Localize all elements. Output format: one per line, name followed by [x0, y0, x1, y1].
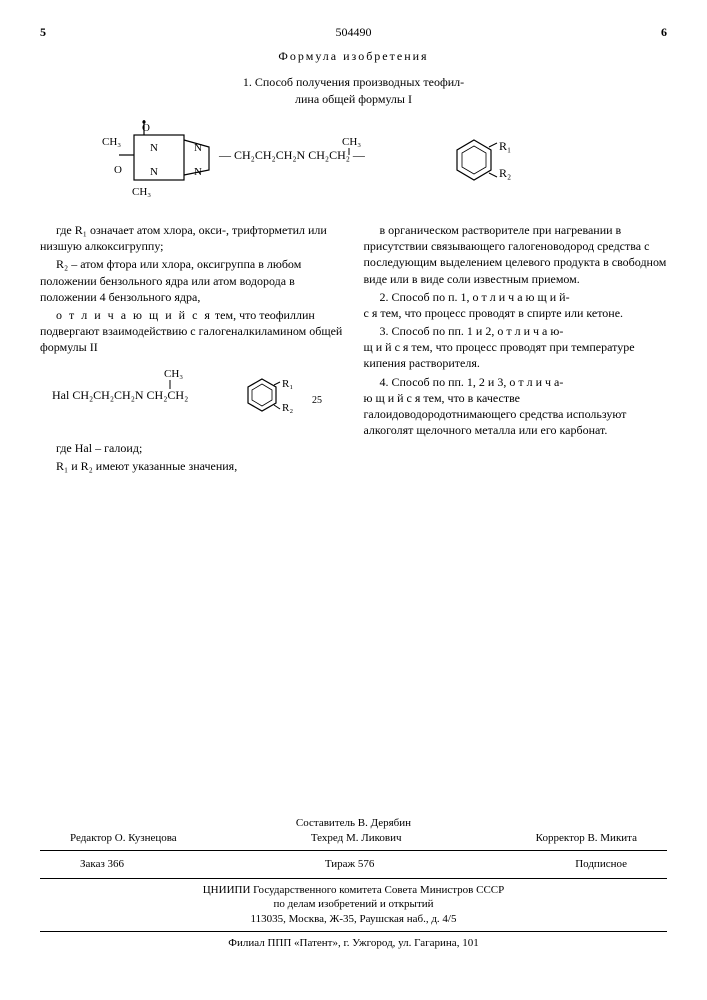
- org-line-2: по делам изобретений и открытий: [40, 897, 667, 912]
- editor: Редактор О. Кузнецова: [70, 831, 177, 846]
- where-r1: где R₁ означает атом хлора, окси-, трифт…: [40, 222, 344, 254]
- svg-text:CH₃: CH₃: [164, 368, 183, 380]
- header-row: 5 504490 6: [40, 24, 667, 40]
- order-number: Заказ 366: [80, 857, 124, 872]
- claim4: 4. Способ по пп. 1, 2 и 3, о т л и ч а-ю…: [364, 374, 668, 439]
- svg-text:— CH₂CH₂CH₂N CH₂CH₂ —: — CH₂CH₂CH₂N CH₂CH₂ —: [218, 148, 366, 162]
- corrector: Корректор В. Микита: [536, 831, 637, 846]
- svg-text:N: N: [150, 142, 158, 154]
- page-number-right: 6: [637, 24, 667, 40]
- two-column-body: где R₁ означает атом хлора, окси-, трифт…: [40, 222, 667, 476]
- claim1-lead: 1. Способ получения производных теофил-л…: [40, 74, 667, 106]
- where-r2: R₂ – атом фтора или хлора, оксигруппа в …: [40, 256, 344, 305]
- svg-text:O: O: [114, 164, 122, 176]
- svg-text:N: N: [150, 166, 158, 178]
- tirazh: Тираж 576: [325, 857, 375, 872]
- svg-text:R₂: R₂: [282, 402, 293, 414]
- left-column: где R₁ означает атом хлора, окси-, трифт…: [40, 222, 344, 476]
- chemical-formula-2: CH₃ Hal CH₂CH₂CH₂N CH₂CH₂ R₁ R₂ 25: [52, 365, 344, 429]
- distinguishing-clause: о т л и ч а ю щ и й с я тем, что теофилл…: [40, 307, 344, 356]
- line-marker-25: 25: [312, 395, 322, 406]
- claim2: 2. Способ по п. 1, о т л и ч а ю щ и й-с…: [364, 289, 668, 321]
- podpisnoe: Подписное: [575, 857, 627, 872]
- svg-text:CH₃: CH₃: [342, 136, 361, 148]
- svg-text:CH₃: CH₃: [102, 136, 121, 148]
- svg-text:N: N: [194, 142, 202, 154]
- svg-text:R₁: R₁: [499, 139, 511, 153]
- techred: Техред М. Ликович: [311, 831, 402, 846]
- org-line-1: ЦНИИПИ Государственного комитета Совета …: [40, 883, 667, 898]
- composer: Составитель В. Дерябин: [40, 816, 667, 831]
- claim1-body: в органическом растворителе при нагреван…: [364, 222, 668, 287]
- section-title: Формула изобретения: [40, 48, 667, 64]
- svg-text:R₁: R₁: [282, 378, 293, 390]
- address-1: 113035, Москва, Ж-35, Раушская наб., д. …: [40, 912, 667, 927]
- right-column: в органическом растворителе при нагреван…: [364, 222, 668, 476]
- svg-text:Hal CH₂CH₂CH₂N CH₂CH₂: Hal CH₂CH₂CH₂N CH₂CH₂: [52, 388, 188, 402]
- svg-text:R₂: R₂: [499, 166, 511, 180]
- where-hal: где Hal – галоид;: [40, 440, 344, 456]
- svg-text:O: O: [142, 122, 150, 134]
- footer: Составитель В. Дерябин Редактор О. Кузне…: [40, 816, 667, 951]
- page-number-left: 5: [40, 24, 70, 40]
- claim3: 3. Способ по пп. 1 и 2, о т л и ч а ю-щ …: [364, 323, 668, 372]
- r1-r2-note: R₁ и R₂ имеют указанные значения,: [40, 458, 344, 474]
- svg-text:CH₃: CH₃: [132, 186, 151, 198]
- address-2: Филиал ППП «Патент», г. Ужгород, ул. Гаг…: [40, 936, 667, 951]
- chemical-formula-1: CH₃ CH₃ O O N N N N — CH₂CH₂CH₂N CH₂CH₂ …: [40, 115, 667, 208]
- svg-text:N: N: [194, 166, 202, 178]
- document-number: 504490: [336, 24, 372, 40]
